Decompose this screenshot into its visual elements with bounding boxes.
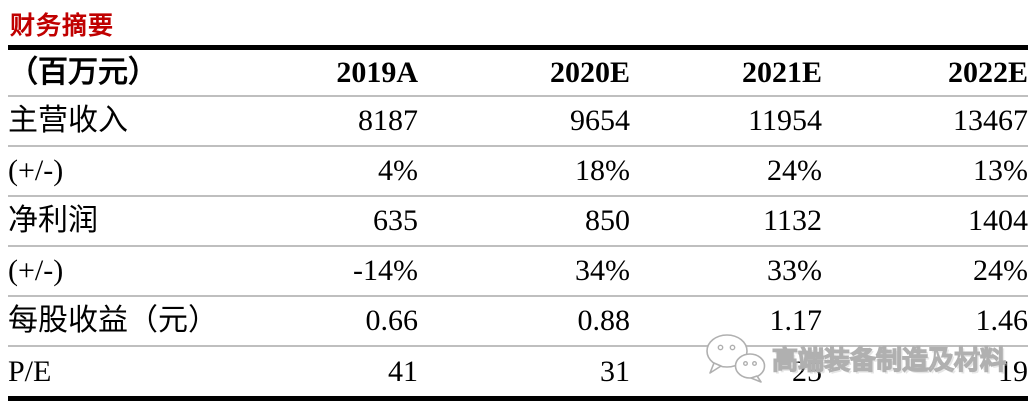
table-header-row: （百万元） 2019A 2020E 2021E 2022E [8, 47, 1028, 97]
year-header-2019a: 2019A [228, 47, 418, 97]
cell-value: 9654 [418, 96, 630, 147]
cell-value: 34% [418, 246, 630, 297]
row-label: 每股收益（元） [8, 296, 228, 347]
cell-value: 24% [630, 146, 822, 197]
cell-value: -14% [228, 246, 418, 297]
cell-value: 24% [822, 246, 1028, 297]
cell-value: 1404 [822, 196, 1028, 247]
year-header-2022e: 2022E [822, 47, 1028, 97]
unit-header: （百万元） [8, 47, 228, 97]
table-row-revenue-growth: (+/-) 4% 18% 24% 13% [8, 146, 1028, 197]
cell-value: 19 [822, 346, 1028, 401]
cell-value: 1132 [630, 196, 822, 247]
page-title: 财务摘要 [10, 12, 115, 40]
cell-value: 41 [228, 346, 418, 401]
cell-value: 13467 [822, 96, 1028, 147]
cell-value: 8187 [228, 96, 418, 147]
financial-summary-table: （百万元） 2019A 2020E 2021E 2022E 主营收入 8187 … [8, 45, 1028, 401]
cell-value: 635 [228, 196, 418, 247]
table-row-revenue: 主营收入 8187 9654 11954 13467 [8, 96, 1028, 147]
cell-value: 33% [630, 246, 822, 297]
cell-value: 0.66 [228, 296, 418, 347]
table-row-eps: 每股收益（元） 0.66 0.88 1.17 1.46 [8, 296, 1028, 347]
cell-value: 18% [418, 146, 630, 197]
cell-value: 0.88 [418, 296, 630, 347]
year-header-2020e: 2020E [418, 47, 630, 97]
cell-value: 11954 [630, 96, 822, 147]
row-label: 净利润 [8, 196, 228, 247]
cell-value: 1.17 [630, 296, 822, 347]
row-label: (+/-) [8, 146, 228, 197]
table-row-pe: P/E 41 31 25 19 [8, 346, 1028, 401]
cell-value: 13% [822, 146, 1028, 197]
row-label: P/E [8, 346, 228, 401]
row-label: 主营收入 [8, 96, 228, 147]
row-label: (+/-) [8, 246, 228, 297]
cell-value: 850 [418, 196, 630, 247]
year-header-2021e: 2021E [630, 47, 822, 97]
cell-value: 1.46 [822, 296, 1028, 347]
cell-value: 25 [630, 346, 822, 401]
cell-value: 4% [228, 146, 418, 197]
cell-value: 31 [418, 346, 630, 401]
table-row-net-profit-growth: (+/-) -14% 34% 33% 24% [8, 246, 1028, 297]
table-row-net-profit: 净利润 635 850 1132 1404 [8, 196, 1028, 247]
